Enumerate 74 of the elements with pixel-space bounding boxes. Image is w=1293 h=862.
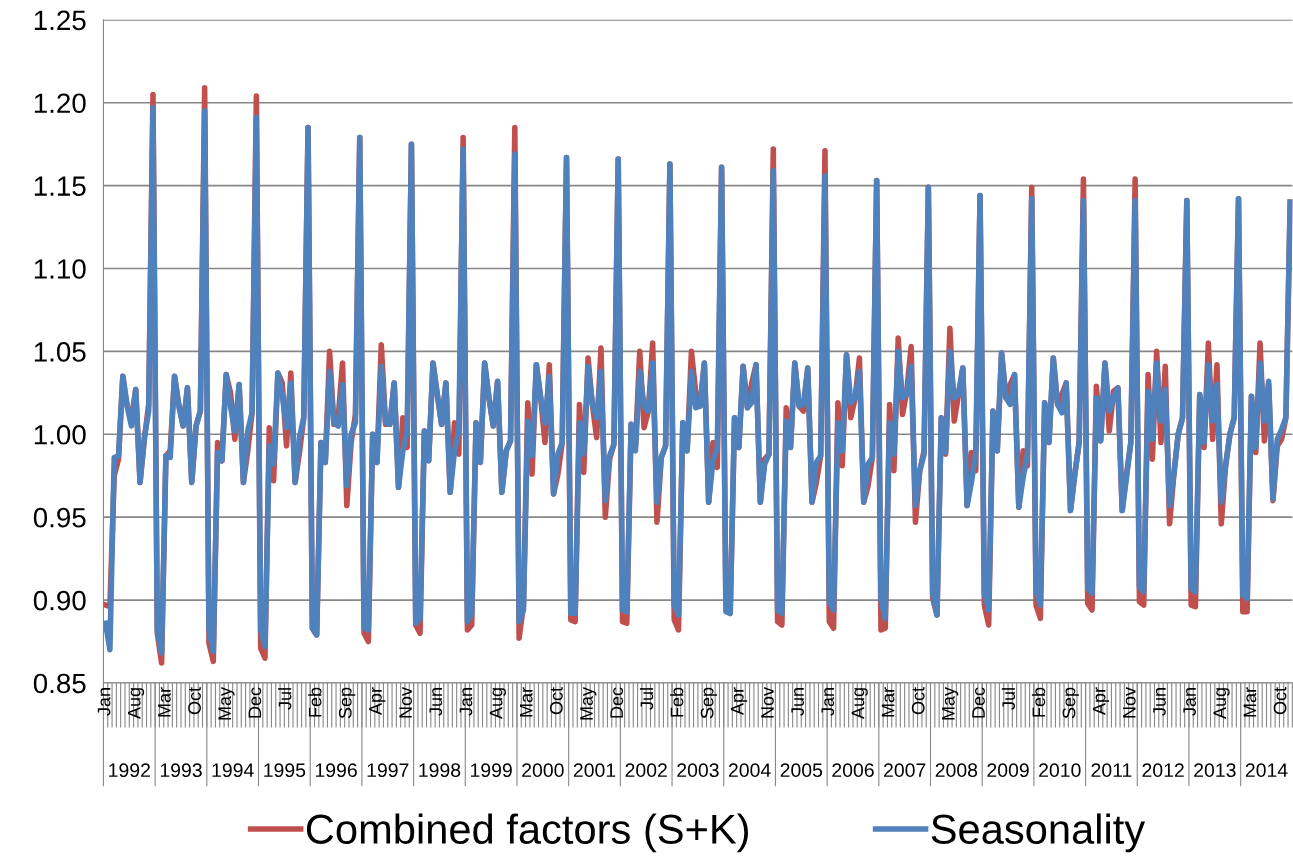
x-tick-label: Apr [731, 687, 748, 715]
x-tick-label: Mar [158, 687, 171, 717]
text: 1995 [264, 763, 306, 778]
x-tick-label: Feb [308, 687, 322, 717]
y-tick-label: 1.25 [34, 10, 86, 31]
y-tick-label: 1.20 [34, 93, 86, 114]
x-tick-label: May [942, 686, 959, 720]
x-tick-label: Mar [881, 687, 895, 717]
x-tick-label: Apr [1092, 687, 1110, 715]
y-tick-label: 0.90 [33, 590, 86, 611]
x-tick-label: Oct [911, 687, 925, 715]
text: 2001 [573, 763, 616, 778]
text: 1997 [367, 763, 409, 778]
x-tick-label: Oct [1273, 687, 1287, 715]
legend-label: Combined factors (S+K) [306, 813, 749, 853]
x-tick-label: May [580, 686, 597, 720]
y-tick-label: 0.95 [33, 507, 86, 528]
x-tick-label: Dec [610, 687, 624, 718]
x-tick-label: Jul [278, 688, 292, 710]
text: 2013 [1194, 763, 1236, 778]
x-tick-label: Aug [851, 688, 868, 720]
text: 2003 [677, 763, 719, 778]
text: 2012 [1142, 763, 1184, 778]
x-tick-label: Apr [369, 687, 386, 715]
text: 2002 [625, 763, 667, 778]
text: 1998 [419, 763, 461, 778]
text: 2014 [1245, 763, 1288, 778]
x-tick-label: Dec [248, 687, 262, 718]
x-tick-label: Jun [791, 688, 804, 716]
y-tick-label: 0.85 [33, 673, 86, 694]
x-tick-label: Jan [1183, 688, 1196, 716]
x-tick-label: Feb [1031, 687, 1046, 717]
text: 2011 [1091, 763, 1132, 778]
text: 1992 [109, 763, 150, 778]
y-tick-label: 1.00 [34, 424, 86, 445]
text: 2007 [884, 763, 926, 778]
y-tick-label: 1.15 [34, 176, 86, 196]
x-tick-label: Oct [549, 687, 563, 715]
text: 2009 [987, 763, 1029, 778]
text: 1996 [315, 763, 357, 778]
x-tick-label: Sep [1062, 687, 1079, 719]
x-tick-label: Nov [399, 687, 412, 718]
x-tick-label: Mar [519, 687, 533, 717]
x-tick-label: Nov [761, 687, 774, 718]
x-tick-label: Jul [639, 688, 654, 710]
x-tick-label: May [218, 686, 235, 720]
text: 2000 [522, 763, 564, 778]
x-tick-label: Dec [972, 687, 985, 718]
x-tick-label: Feb [670, 687, 684, 717]
x-tick-label: Oct [188, 687, 201, 715]
text: 2004 [728, 763, 771, 778]
text: 2005 [780, 763, 823, 778]
legend-label: Seasonality [931, 813, 1146, 853]
text: 1993 [160, 763, 202, 778]
x-tick-label: Jan [97, 688, 111, 716]
x-tick-label: Aug [127, 688, 145, 720]
x-tick-label: Nov [1123, 687, 1136, 718]
x-tick-label: Mar [1243, 687, 1257, 717]
x-tick-label: Jan [459, 688, 473, 716]
x-tick-label: Jan [821, 688, 835, 716]
text: 2006 [832, 763, 874, 778]
x-tick-label: Sep [338, 687, 356, 719]
text: 2008 [935, 763, 978, 778]
x-tick-label: Aug [489, 688, 507, 720]
text: 1994 [212, 763, 254, 778]
text: 1999 [470, 763, 512, 778]
x-tick-label: Jul [1001, 688, 1016, 710]
x-tick-label: Aug [1213, 688, 1230, 720]
y-tick-label: 1.10 [34, 259, 86, 279]
x-tick-label: Sep [700, 687, 718, 719]
y-tick-label: 1.05 [34, 342, 86, 362]
x-tick-label: Jun [1153, 688, 1166, 716]
x-tick-label: Jun [429, 688, 443, 716]
text: 2010 [1039, 763, 1081, 778]
